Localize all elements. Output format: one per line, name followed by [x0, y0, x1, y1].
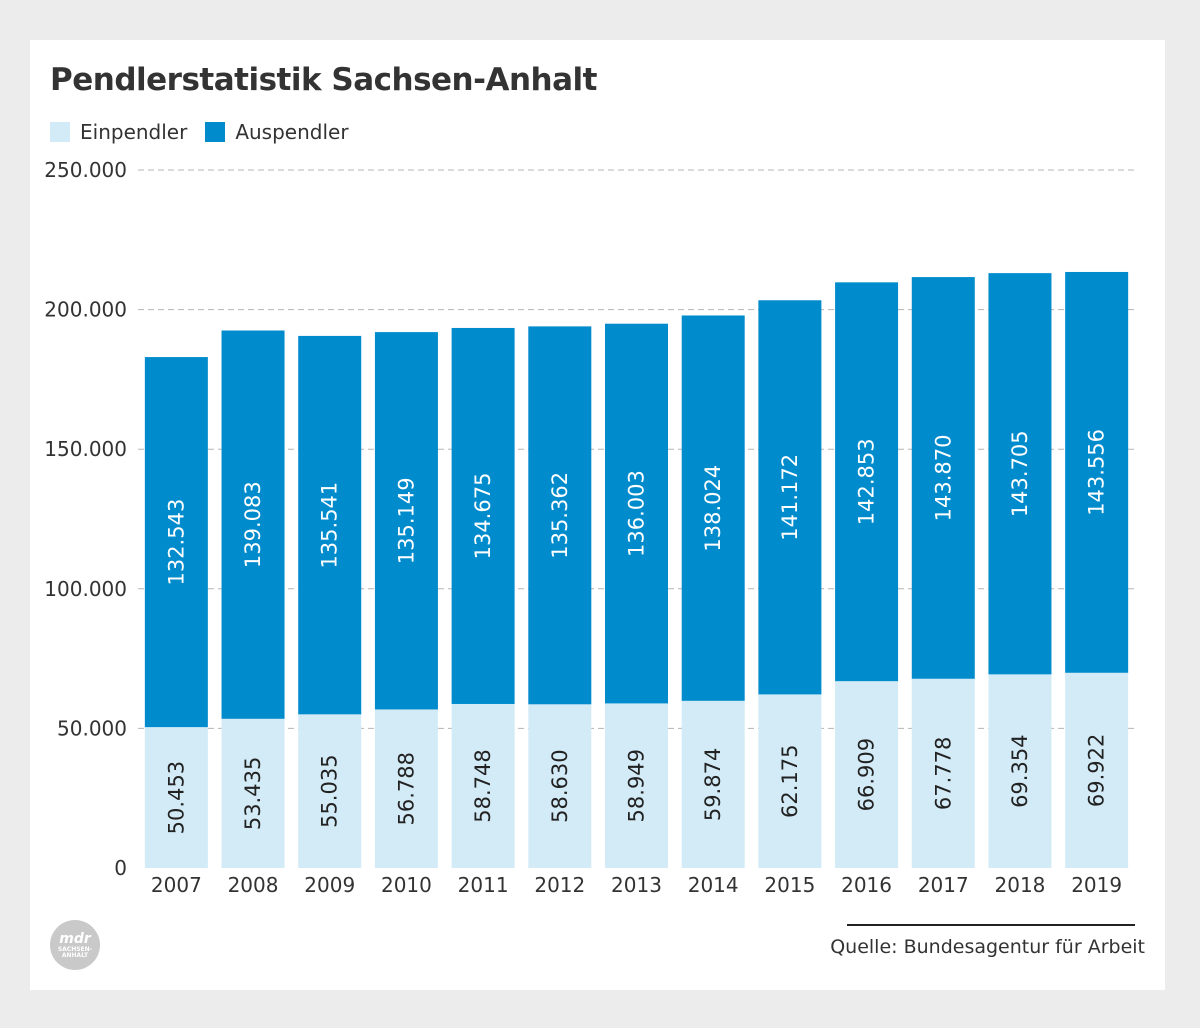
bar-einpendler [988, 674, 1052, 868]
y-tick-label: 150.000 [44, 437, 127, 461]
bar-einpendler [605, 703, 668, 868]
data-label-auspendler: 132.543 [164, 499, 188, 586]
mdr-logo: mdr SACHSEN- ANHALT [50, 920, 100, 970]
chart-legend: Einpendler Auspendler [50, 120, 367, 144]
legend-item-auspendler: Auspendler [205, 120, 349, 144]
bar-einpendler [528, 704, 592, 868]
y-tick-label: 200.000 [44, 298, 127, 322]
bar-einpendler [681, 700, 745, 868]
y-tick-label: 50.000 [57, 716, 127, 740]
data-label-einpendler: 58.630 [548, 749, 572, 822]
bar-einpendler [451, 703, 515, 868]
x-tick-label: 2008 [228, 873, 279, 897]
legend-swatch-einpendler [50, 122, 70, 142]
data-label-auspendler: 135.149 [394, 477, 418, 564]
data-label-einpendler: 67.778 [931, 737, 955, 810]
y-tick-label: 0 [114, 856, 127, 880]
bar-auspendler [298, 335, 362, 715]
data-label-auspendler: 143.705 [1008, 430, 1032, 517]
legend-swatch-auspendler [205, 122, 226, 142]
bar-auspendler [988, 273, 1052, 675]
bar-auspendler [681, 315, 745, 701]
data-label-einpendler: 58.748 [471, 749, 495, 822]
bar-auspendler [144, 357, 208, 728]
y-tick-label: 100.000 [44, 577, 127, 601]
chart-card: Pendlerstatistik Sachsen-Anhalt Einpendl… [30, 40, 1165, 990]
bar-auspendler [221, 330, 285, 719]
data-label-einpendler: 69.922 [1085, 734, 1109, 807]
legend-label-einpendler: Einpendler [80, 120, 188, 144]
stacked-bar-chart: 0 50.000 100.000 150.000 200.000 250.000 50.45… [44, 158, 1135, 897]
bar-auspendler [528, 326, 592, 705]
data-label-einpendler: 59.874 [701, 748, 725, 821]
y-tick-label: 250.000 [44, 158, 127, 182]
x-tick-label: 2014 [688, 873, 739, 897]
bar-einpendler [298, 714, 362, 868]
data-label-auspendler: 135.541 [318, 482, 342, 569]
x-tick-label: 2011 [458, 873, 509, 897]
bar-einpendler [144, 727, 208, 868]
data-label-auspendler: 143.556 [1085, 429, 1109, 516]
x-tick-label: 2010 [381, 873, 432, 897]
data-label-auspendler: 134.675 [471, 473, 495, 560]
bar-auspendler [451, 327, 515, 704]
data-label-auspendler: 135.362 [548, 472, 572, 559]
bar-auspendler [911, 277, 975, 679]
source-note: Quelle: Bundesagentur für Arbeit [830, 936, 1145, 958]
data-label-auspendler: 141.172 [778, 454, 802, 541]
bar-auspendler [1065, 271, 1129, 673]
bar-einpendler [1065, 672, 1129, 868]
source-divider [847, 924, 1135, 926]
bar-einpendler [221, 718, 285, 868]
data-label-einpendler: 55.035 [318, 754, 342, 827]
x-tick-label: 2013 [611, 873, 662, 897]
bar-auspendler [758, 300, 822, 695]
chart-title: Pendlerstatistik Sachsen-Anhalt [50, 62, 597, 98]
data-label-einpendler: 58.949 [625, 749, 649, 822]
x-tick-label: 2018 [995, 873, 1046, 897]
bar-einpendler [835, 681, 899, 868]
bar-einpendler [911, 678, 975, 868]
bar-einpendler [758, 694, 822, 868]
bar-einpendler [374, 709, 438, 868]
logo-subline: SACHSEN- ANHALT [57, 945, 93, 959]
x-tick-label: 2007 [151, 873, 202, 897]
data-label-einpendler: 53.435 [241, 757, 265, 830]
data-label-einpendler: 62.175 [778, 744, 802, 817]
x-tick-label: 2012 [534, 873, 585, 897]
x-tick-label: 2017 [918, 873, 969, 897]
logo-wordmark: mdr [59, 930, 91, 947]
bar-auspendler [835, 282, 899, 682]
x-tick-label: 2015 [764, 873, 815, 897]
data-label-auspendler: 136.003 [625, 470, 649, 557]
x-tick-label: 2019 [1071, 873, 1122, 897]
legend-item-einpendler: Einpendler [50, 120, 187, 144]
legend-label-auspendler: Auspendler [235, 120, 349, 144]
x-tick-label: 2009 [304, 873, 355, 897]
data-label-einpendler: 50.453 [164, 761, 188, 834]
data-label-einpendler: 69.354 [1008, 734, 1032, 807]
bar-auspendler [605, 323, 668, 704]
data-label-auspendler: 143.870 [931, 434, 955, 521]
data-label-auspendler: 142.853 [855, 438, 879, 525]
data-label-auspendler: 139.083 [241, 481, 265, 568]
x-tick-label: 2016 [841, 873, 892, 897]
bar-auspendler [374, 332, 438, 710]
data-label-auspendler: 138.024 [701, 465, 725, 552]
data-label-einpendler: 66.909 [855, 738, 879, 811]
data-label-einpendler: 56.788 [394, 752, 418, 825]
